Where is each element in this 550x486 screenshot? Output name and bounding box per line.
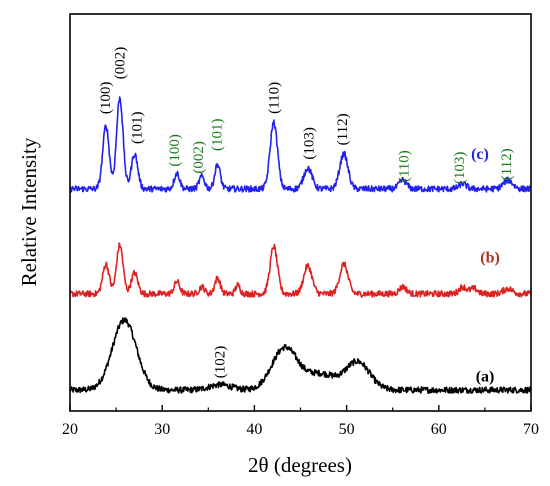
peak-label: (102) <box>212 346 228 379</box>
peak-label: (002) <box>191 141 207 174</box>
peak-label: (100) <box>98 82 114 115</box>
x-tick-label: 20 <box>62 421 78 438</box>
y-axis-title: Relative Intensity <box>17 137 41 286</box>
x-ticks-group: 20 30 40 50 60 70 <box>62 405 539 438</box>
curve-label: (a) <box>476 368 495 385</box>
series-line-1 <box>69 317 532 394</box>
x-tick-label: 40 <box>246 421 262 438</box>
x-tick-label: 30 <box>154 421 170 438</box>
series-line-3 <box>69 96 532 193</box>
peak-label: (103) <box>452 152 468 185</box>
x-tick-label: 50 <box>339 421 355 438</box>
x-tick-label: 70 <box>523 421 539 438</box>
curves-group <box>69 96 532 394</box>
curve-label: (c) <box>471 146 489 163</box>
peak-label: (101) <box>129 111 145 144</box>
peak-label: (112) <box>335 113 351 145</box>
peak-label: (110) <box>267 82 283 114</box>
curve-label: (b) <box>480 249 500 266</box>
peak-label: (002) <box>113 47 129 80</box>
peak-label: (112) <box>499 148 515 180</box>
series-line-2 <box>69 242 532 298</box>
peak-label: (103) <box>302 127 318 160</box>
peak-label: (101) <box>210 118 226 151</box>
x-axis-title: 2θ (degrees) <box>248 453 352 477</box>
peak-label: (100) <box>167 134 183 167</box>
peak-label: (110) <box>397 150 413 182</box>
x-tick-label: 60 <box>431 421 447 438</box>
annotations-group: (100)(002)(101)(100) (002)(101)(110)(103)… <box>98 47 515 386</box>
